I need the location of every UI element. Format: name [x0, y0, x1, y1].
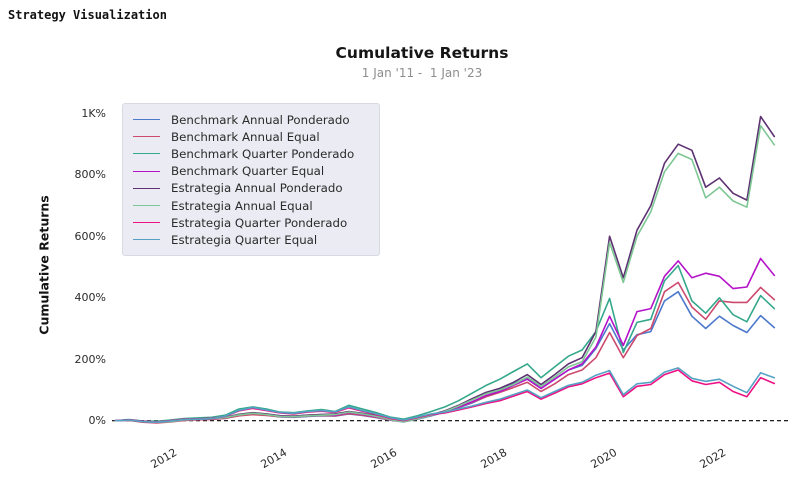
series-line-6: [114, 369, 776, 423]
y-tick-label: 200%: [74, 352, 106, 366]
legend-item: Benchmark Annual Ponderado: [133, 111, 369, 128]
chart-title: Cumulative Returns: [335, 44, 509, 62]
chart-header: Cumulative Returns 1 Jan '11 - 1 Jan '23: [42, 44, 802, 80]
legend-line-swatch: [133, 187, 160, 189]
y-tick-label: 400%: [74, 291, 106, 305]
legend-label: Estrategia Annual Equal: [171, 198, 313, 213]
legend-label: Benchmark Quarter Ponderado: [171, 146, 355, 161]
legend-line-swatch: [133, 205, 160, 207]
legend-item: Estrategia Quarter Ponderado: [133, 214, 369, 231]
legend-item: Benchmark Quarter Equal: [133, 163, 369, 180]
legend-label: Benchmark Annual Equal: [171, 129, 320, 144]
legend-line-swatch: [133, 153, 160, 155]
window-title: Strategy Visualization: [8, 8, 167, 22]
legend: Benchmark Annual Ponderado Benchmark Annu…: [122, 103, 380, 256]
legend-label: Estrategia Annual Ponderado: [171, 181, 343, 196]
legend-item: Estrategia Quarter Equal: [133, 231, 369, 248]
legend-item: Estrategia Annual Ponderado: [133, 180, 369, 197]
legend-line-swatch: [133, 136, 160, 138]
y-tick-label: 800%: [74, 168, 106, 182]
y-tick-label: 600%: [74, 229, 106, 243]
series-line-7: [114, 367, 776, 424]
y-tick-label: 1K%: [81, 106, 106, 120]
legend-line-swatch: [133, 119, 160, 121]
series-line-2: [114, 264, 776, 423]
legend-item: Estrategia Annual Equal: [133, 197, 369, 214]
chart-subtitle: 1 Jan '11 - 1 Jan '23: [361, 65, 483, 80]
series-line-3: [114, 257, 776, 424]
legend-label: Benchmark Annual Ponderado: [171, 112, 350, 127]
legend-label: Estrategia Quarter Ponderado: [171, 215, 348, 230]
legend-line-swatch: [133, 170, 160, 172]
legend-line-swatch: [133, 239, 160, 241]
y-tick-label: 0%: [88, 414, 106, 428]
legend-line-swatch: [133, 222, 160, 224]
legend-item: Benchmark Quarter Ponderado: [133, 145, 369, 162]
series-line-0: [114, 290, 776, 424]
legend-label: Benchmark Quarter Equal: [171, 164, 325, 179]
legend-item: Benchmark Annual Equal: [133, 128, 369, 145]
legend-label: Estrategia Quarter Equal: [171, 232, 318, 247]
series-line-1: [114, 281, 776, 424]
